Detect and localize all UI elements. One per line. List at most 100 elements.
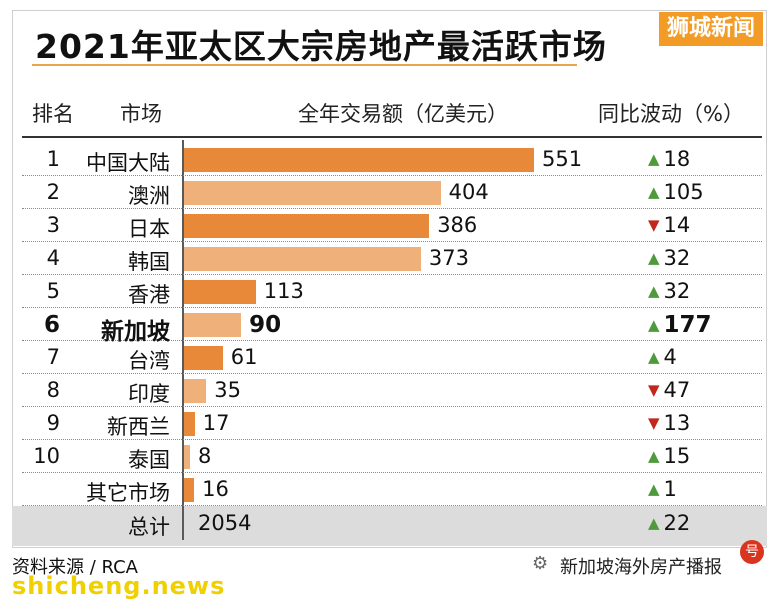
row-divider <box>22 505 762 506</box>
bar <box>184 148 534 172</box>
row-divider <box>22 241 762 242</box>
value-label: 373 <box>428 246 470 270</box>
bar <box>184 181 441 205</box>
market-label: 泰国 <box>128 448 170 472</box>
market-label: 澳洲 <box>128 184 170 208</box>
rank-label: 1 <box>46 147 60 171</box>
up-triangle-icon: ▲ <box>648 447 660 465</box>
row-divider <box>22 274 762 275</box>
header-market: 市场 <box>120 102 162 126</box>
change-value: 14 <box>663 213 691 237</box>
up-triangle-icon: ▲ <box>648 316 660 334</box>
change-value: 15 <box>663 444 691 468</box>
down-triangle-icon: ▼ <box>648 414 660 432</box>
row-divider <box>22 340 762 341</box>
chart-title: 2021年亚太区大宗房地产最活跃市场 <box>35 27 607 66</box>
rank-label: 9 <box>46 411 60 435</box>
bar <box>184 379 207 403</box>
change-value: 105 <box>663 180 704 204</box>
change-value: 177 <box>663 312 712 338</box>
market-label: 日本 <box>128 217 170 241</box>
change-value: 1 <box>663 477 677 501</box>
value-label: 90 <box>249 312 282 338</box>
change-label: ▼ 47 <box>648 378 690 402</box>
market-label: 新加坡 <box>101 319 170 345</box>
value-label: 8 <box>198 444 212 468</box>
change-label: ▲ 105 <box>648 180 704 204</box>
value-label: 17 <box>202 411 230 435</box>
bar <box>184 247 421 271</box>
change-value: 32 <box>663 279 691 303</box>
value-label: 61 <box>230 345 258 369</box>
total-value: 2054 <box>198 511 252 535</box>
rank-label: 4 <box>46 246 60 270</box>
header-amount: 全年交易额（亿美元） <box>298 102 508 126</box>
row-divider <box>22 406 762 407</box>
market-label: 中国大陆 <box>86 151 170 175</box>
up-triangle-icon: ▲ <box>648 249 660 267</box>
watermark-left: shicheng.news <box>12 572 226 600</box>
change-label: ▲ 15 <box>648 444 690 468</box>
row-divider <box>22 208 762 209</box>
chart-frame <box>12 10 767 548</box>
total-change-value: 22 <box>663 511 691 535</box>
change-label: ▲ 1 <box>648 477 677 501</box>
header-rule <box>22 136 762 138</box>
up-triangle-icon: ▲ <box>648 480 660 498</box>
bar <box>184 478 195 502</box>
rank-label: 2 <box>46 180 60 204</box>
bar <box>184 445 190 469</box>
up-triangle-icon: ▲ <box>648 150 660 168</box>
change-label: ▼ 13 <box>648 411 690 435</box>
row-divider <box>22 307 762 308</box>
rank-label: 5 <box>46 279 60 303</box>
bar <box>184 412 195 436</box>
row-divider <box>22 439 762 440</box>
down-triangle-icon: ▼ <box>648 381 660 399</box>
change-label: ▲ 32 <box>648 246 690 270</box>
market-label: 香港 <box>128 283 170 307</box>
bar <box>184 313 242 337</box>
change-label: ▲ 32 <box>648 279 690 303</box>
value-label: 404 <box>448 180 489 204</box>
change-label: ▲ 177 <box>648 312 712 338</box>
bar <box>184 214 430 238</box>
rank-label: 6 <box>43 312 60 338</box>
total-change: ▲ 22 <box>648 511 690 535</box>
watermark-right: 新加坡海外房产播报 <box>560 557 722 578</box>
row-divider <box>22 373 762 374</box>
market-label: 新西兰 <box>107 415 170 439</box>
market-label: 其它市场 <box>86 481 170 505</box>
value-label: 386 <box>437 213 478 237</box>
change-label: ▲ 18 <box>648 147 690 171</box>
source-note: 资料来源 / RCA <box>12 557 138 578</box>
rank-label: 10 <box>33 444 60 468</box>
title-underline <box>32 64 577 66</box>
watermark-badge: 号 <box>740 540 764 564</box>
change-value: 13 <box>663 411 691 435</box>
change-value: 47 <box>663 378 691 402</box>
value-label: 16 <box>202 477 229 501</box>
up-triangle-icon: ▲ <box>648 514 660 532</box>
rank-label: 3 <box>46 213 60 237</box>
value-label: 551 <box>542 147 583 171</box>
brand-badge: 狮城新闻 <box>658 12 763 46</box>
rank-label: 8 <box>46 378 60 402</box>
value-label: 35 <box>214 378 241 402</box>
market-label: 印度 <box>128 382 170 406</box>
value-label: 113 <box>263 279 304 303</box>
total-label: 总计 <box>128 515 170 539</box>
wechat-icon: ⚙ <box>532 553 549 574</box>
up-triangle-icon: ▲ <box>648 282 660 300</box>
total-band <box>12 506 767 546</box>
header-rank: 排名 <box>32 102 74 126</box>
bar <box>184 280 256 304</box>
down-triangle-icon: ▼ <box>648 216 660 234</box>
change-value: 18 <box>663 147 691 171</box>
market-label: 台湾 <box>128 349 170 373</box>
change-label: ▼ 14 <box>648 213 690 237</box>
bar <box>184 346 223 370</box>
change-value: 32 <box>663 246 691 270</box>
up-triangle-icon: ▲ <box>648 183 660 201</box>
up-triangle-icon: ▲ <box>648 348 660 366</box>
